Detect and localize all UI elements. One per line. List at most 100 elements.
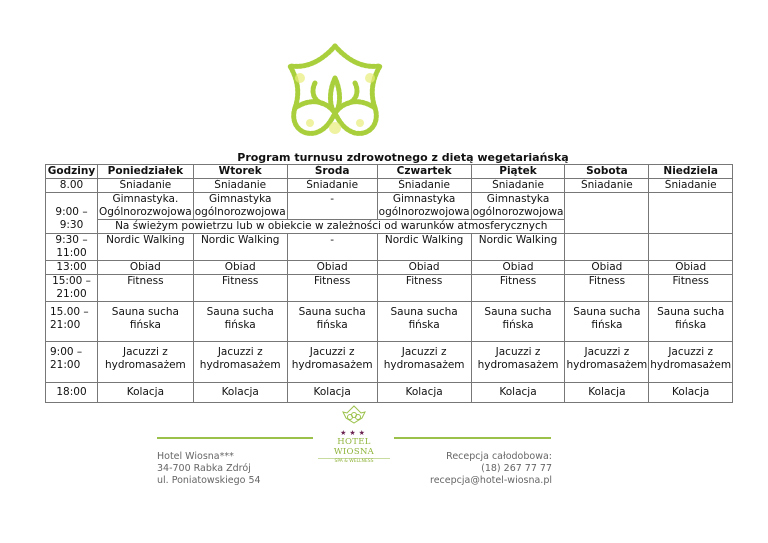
time-cell: 9:00 – 9:30 bbox=[45, 192, 98, 234]
cell: Sauna sucha fińska bbox=[286, 301, 378, 342]
table-row: 15:00 – 21:00 Fitness Fitness Fitness Fi… bbox=[45, 274, 734, 302]
cell: Gimnastyka. Ogólnorozwojowa bbox=[97, 192, 194, 220]
footer-hotel-logo: ★★★ HOTEL WIOSNA SPA & WELLNESS bbox=[318, 405, 390, 464]
table-row: 18:00 Kolacja Kolacja Kolacja Kolacja Ko… bbox=[45, 382, 734, 403]
cell bbox=[648, 233, 734, 261]
cell: Śniadanie bbox=[286, 178, 378, 193]
cell bbox=[564, 233, 650, 261]
time-cell: 15:00 – 21:00 bbox=[45, 274, 98, 302]
time-cell: 15.00 – 21:00 bbox=[45, 301, 98, 342]
cell: Fitness bbox=[376, 274, 472, 302]
reception-email[interactable]: recepcja@hotel-wiosna.pl bbox=[430, 475, 552, 486]
table-row: 13:00 Obiad Obiad Obiad Obiad Obiad Obia… bbox=[45, 260, 734, 275]
address-line: ul. Poniatowskiego 54 bbox=[157, 475, 261, 486]
star-rating: ★★★ bbox=[340, 429, 368, 437]
cell: Kolacja bbox=[97, 382, 194, 403]
cell: Śniadanie bbox=[470, 178, 566, 193]
cell: Fitness bbox=[564, 274, 650, 302]
schedule-table: Godziny Poniedziałek Wtorek Środa Czwart… bbox=[45, 164, 734, 403]
time-cell: 8.00 bbox=[45, 178, 98, 193]
cell: Fitness bbox=[97, 274, 194, 302]
cell: Gimnastyka ogólnorozwojowa bbox=[470, 192, 566, 220]
header-cell: Piątek bbox=[470, 164, 566, 179]
cell: Sauna sucha fińska bbox=[376, 301, 472, 342]
cell: - bbox=[286, 192, 378, 220]
cell: Gimnastyka ogólnorozwojowa bbox=[192, 192, 288, 220]
cell: Śniadanie bbox=[192, 178, 288, 193]
reception-phone: (18) 267 77 77 bbox=[481, 463, 552, 474]
cell: Sauna sucha fińska bbox=[470, 301, 566, 342]
header-cell: Czwartek bbox=[376, 164, 472, 179]
cell bbox=[648, 192, 734, 234]
cell: Obiad bbox=[286, 260, 378, 275]
cell: Śniadanie bbox=[97, 178, 194, 193]
cell: Śniadanie bbox=[376, 178, 472, 193]
header-cell: Godziny bbox=[45, 164, 98, 179]
cell: Jacuzzi z hydromasażem bbox=[648, 341, 734, 383]
cell: Sauna sucha fińska bbox=[192, 301, 288, 342]
cell: Sauna sucha fińska bbox=[97, 301, 194, 342]
cell: Obiad bbox=[648, 260, 734, 275]
hotel-address: Hotel Wiosna*** 34-700 Rabka Zdrój ul. P… bbox=[157, 451, 261, 487]
cell: Nordic Walking bbox=[97, 233, 194, 261]
address-line: 34-700 Rabka Zdrój bbox=[157, 463, 251, 474]
cell: Gimnastyka ogólnorozwojowa bbox=[376, 192, 472, 220]
time-cell: 9:00 – 21:00 bbox=[45, 341, 98, 383]
cell: Fitness bbox=[470, 274, 566, 302]
cell: Fitness bbox=[286, 274, 378, 302]
header-cell: Wtorek bbox=[192, 164, 288, 179]
cell: Sauna sucha fińska bbox=[648, 301, 734, 342]
header-cell: Sobota bbox=[564, 164, 650, 179]
weather-note: Na świeżym powietrzu lub w obiekcie w za… bbox=[96, 219, 566, 234]
logo-tagline: SPA & WELLNESS bbox=[334, 459, 374, 464]
table-row: 9:00 – 21:00 Jacuzzi z hydromasażem Jacu… bbox=[45, 341, 734, 383]
cell: Obiad bbox=[376, 260, 472, 275]
cell: Jacuzzi z hydromasażem bbox=[286, 341, 378, 383]
cell: - bbox=[286, 233, 378, 261]
cell: Kolacja bbox=[286, 382, 378, 403]
cell: Jacuzzi z hydromasażem bbox=[564, 341, 650, 383]
cell: Jacuzzi z hydromasażem bbox=[192, 341, 288, 383]
cell: Kolacja bbox=[470, 382, 566, 403]
cell: Jacuzzi z hydromasażem bbox=[97, 341, 194, 383]
address-line: Hotel Wiosna*** bbox=[157, 451, 234, 462]
cell: Obiad bbox=[97, 260, 194, 275]
hotel-crown-logo bbox=[285, 43, 385, 136]
cell: Nordic Walking bbox=[470, 233, 566, 261]
cell: Kolacja bbox=[376, 382, 472, 403]
cell: Sauna sucha fińska bbox=[564, 301, 650, 342]
footer-divider-left bbox=[157, 437, 313, 439]
cell bbox=[564, 192, 650, 234]
table-row: 9:00 – 9:30 Gimnastyka. Ogólnorozwojowa … bbox=[45, 192, 734, 234]
cell: Nordic Walking bbox=[192, 233, 288, 261]
header-cell: Poniedziałek bbox=[97, 164, 194, 179]
cell: Fitness bbox=[192, 274, 288, 302]
header-cell: Niedziela bbox=[648, 164, 734, 179]
table-row: 9:30 – 11:00 Nordic Walking Nordic Walki… bbox=[45, 233, 734, 261]
cell: Śniadanie bbox=[648, 178, 734, 193]
header-cell: Środa bbox=[286, 164, 378, 179]
logo-hotel-name: HOTEL WIOSNA bbox=[318, 437, 390, 459]
cell: Fitness bbox=[648, 274, 734, 302]
cell: Nordic Walking bbox=[376, 233, 472, 261]
cell: Obiad bbox=[564, 260, 650, 275]
footer-divider-right bbox=[394, 437, 551, 439]
header-row: Godziny Poniedziałek Wtorek Środa Czwart… bbox=[45, 164, 734, 179]
time-cell: 9:30 – 11:00 bbox=[45, 233, 98, 261]
cell: Obiad bbox=[192, 260, 288, 275]
page-title: Program turnusu zdrowotnego z dietą wege… bbox=[237, 151, 569, 164]
cell: Kolacja bbox=[192, 382, 288, 403]
cell: Obiad bbox=[470, 260, 566, 275]
cell: Kolacja bbox=[564, 382, 650, 403]
reception-contact: Recepcja całodobowa: (18) 267 77 77 rece… bbox=[430, 451, 552, 487]
reception-label: Recepcja całodobowa: bbox=[446, 451, 552, 462]
crown-icon bbox=[342, 405, 366, 424]
time-cell: 13:00 bbox=[45, 260, 98, 275]
table-row: 15.00 – 21:00 Sauna sucha fińska Sauna s… bbox=[45, 301, 734, 342]
cell: Jacuzzi z hydromasażem bbox=[470, 341, 566, 383]
time-cell: 18:00 bbox=[45, 382, 98, 403]
cell: Jacuzzi z hydromasażem bbox=[376, 341, 472, 383]
table-row: 8.00 Śniadanie Śniadanie Śniadanie Śniad… bbox=[45, 178, 734, 193]
cell: Śniadanie bbox=[564, 178, 650, 193]
cell: Kolacja bbox=[648, 382, 734, 403]
